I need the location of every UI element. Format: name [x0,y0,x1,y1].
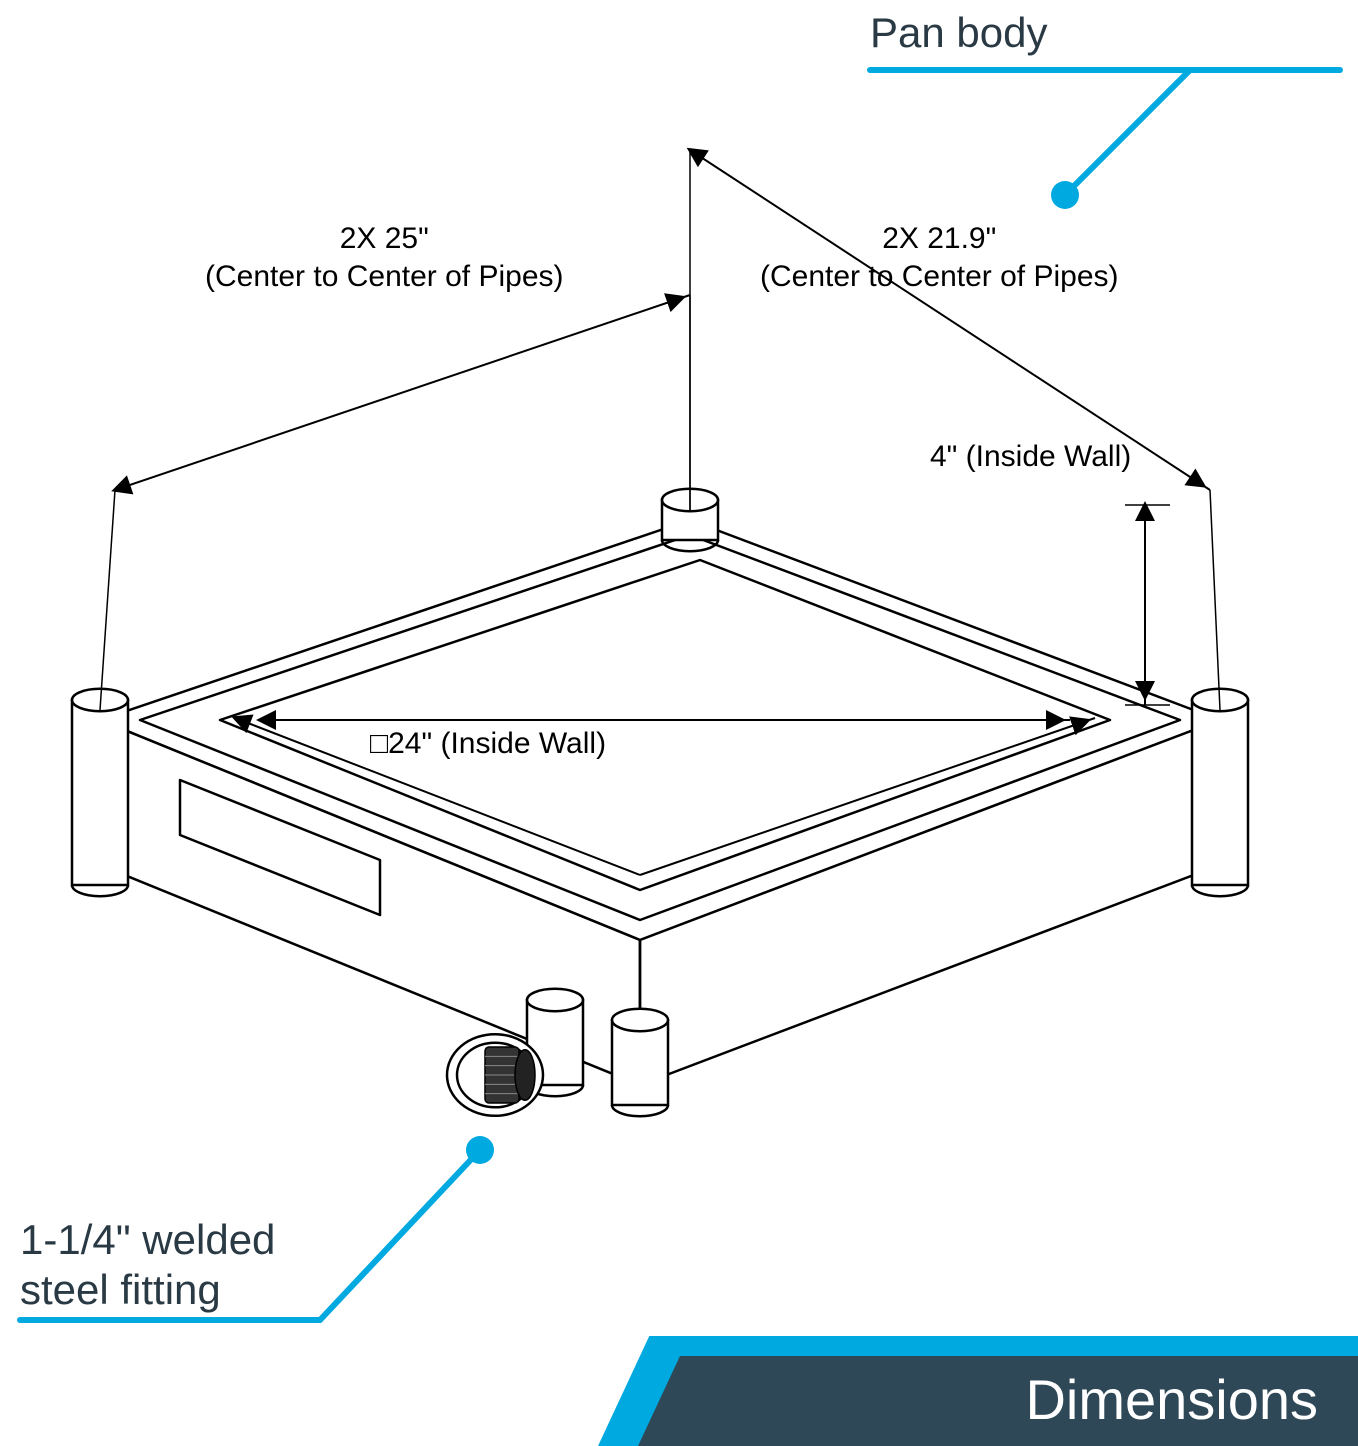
dim-right-top: 2X 21.9" (Center to Center of Pipes) [760,220,1119,295]
banner-label: Dimensions [1025,1367,1318,1432]
dim-right-top-value: 2X 21.9" [760,220,1119,258]
dim-inside-width: □24" (Inside Wall) [370,725,606,763]
dim-left-top: 2X 25" (Center to Center of Pipes) [205,220,564,295]
dim-right-top-sub: (Center to Center of Pipes) [760,258,1119,296]
dim-left-top-value: 2X 25" [205,220,564,258]
dim-inside-height-value: 4" (Inside Wall) [930,440,1131,473]
dim-left-top-sub: (Center to Center of Pipes) [205,258,564,296]
callout-fitting: 1-1/4" welded steel fitting [20,1215,275,1316]
dim-inside-width-value: □24" (Inside Wall) [370,727,606,760]
dim-inside-height: 4" (Inside Wall) [930,438,1131,476]
callout-pan-body: Pan body [870,8,1047,58]
